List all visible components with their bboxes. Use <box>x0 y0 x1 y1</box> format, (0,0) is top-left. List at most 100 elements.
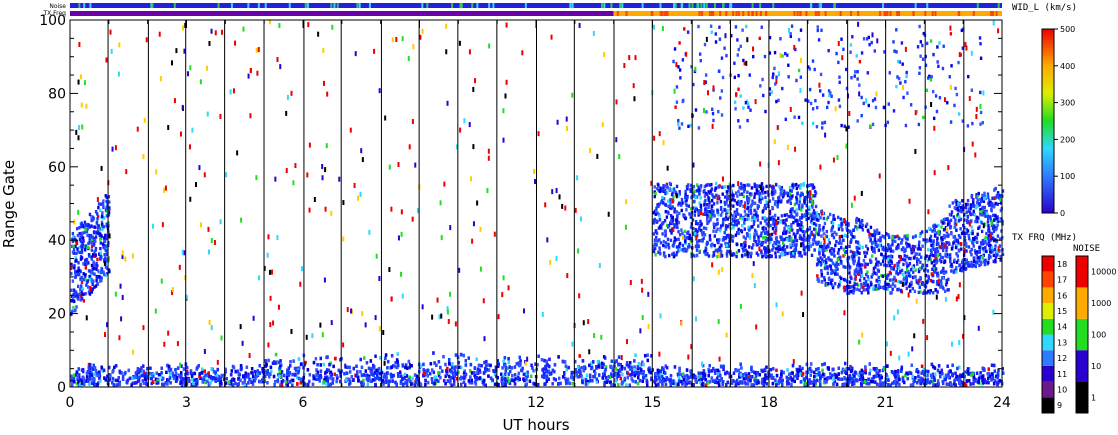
echo-cell <box>808 67 812 71</box>
echo-cell <box>934 261 938 265</box>
echo-cell <box>958 209 961 213</box>
echo-cell <box>677 118 680 123</box>
echo-cell <box>802 243 805 248</box>
echo-cell <box>979 90 982 95</box>
echo-cell <box>742 106 745 110</box>
echo-cell <box>749 254 753 259</box>
echo-cell <box>856 250 860 255</box>
echo-cell <box>725 53 728 58</box>
echo-cell <box>697 24 700 29</box>
echo-cell <box>765 200 768 204</box>
echo-cell <box>87 233 91 238</box>
echo-cell <box>977 216 980 220</box>
echo-cell <box>902 262 905 267</box>
echo-cell <box>944 252 947 257</box>
echo-cell <box>684 216 687 221</box>
echo-cell <box>892 109 896 113</box>
echo-cell <box>739 216 742 220</box>
txfreq-bar-mark <box>857 11 860 16</box>
echo-cell <box>89 233 93 238</box>
echo-cell <box>749 208 753 212</box>
noise-bar-mark <box>488 3 491 8</box>
echo-cell <box>693 254 696 258</box>
echo-cell <box>765 222 768 226</box>
echo-cell <box>681 99 684 104</box>
echo-cell <box>731 214 734 218</box>
txfreq-bar-mark <box>995 11 998 16</box>
echo-cell <box>879 243 883 248</box>
echo-cell <box>866 247 870 251</box>
echo-cell <box>716 254 719 259</box>
echo-cell <box>918 71 921 76</box>
echo-cell <box>766 190 770 194</box>
echo-cell <box>723 217 727 221</box>
echo-cell <box>948 253 952 257</box>
echo-cell <box>834 268 837 273</box>
echo-cell <box>984 239 987 244</box>
echo-cell <box>830 226 834 230</box>
echo-cell <box>964 202 968 207</box>
echo-cell <box>798 253 801 258</box>
echo-cell <box>860 113 863 118</box>
echo-cell <box>787 191 790 196</box>
echo-cell <box>761 216 764 220</box>
echo-cell <box>820 244 823 249</box>
echo-cell <box>976 240 979 245</box>
echo-cell <box>750 218 754 222</box>
echo-cell <box>653 190 656 194</box>
echo-cell <box>900 268 904 273</box>
echo-cell <box>812 216 816 221</box>
echo-cell <box>879 262 883 266</box>
echo-cell <box>734 212 737 216</box>
noise-bar-mark <box>356 3 359 8</box>
echo-cell <box>811 107 815 111</box>
echo-cell <box>987 236 990 241</box>
echo-cell <box>803 230 806 234</box>
echo-cell <box>737 227 740 232</box>
echo-cell <box>81 245 84 249</box>
echo-cell <box>999 254 1002 259</box>
echo-cell <box>855 270 858 274</box>
echo-cell <box>825 245 829 249</box>
echo-cell <box>673 236 677 240</box>
echo-cell <box>831 285 835 290</box>
echo-cell <box>743 187 746 192</box>
echo-cell <box>752 243 755 247</box>
txfreq-bar-mark <box>793 11 796 16</box>
echo-cell <box>833 254 836 258</box>
echo-cell <box>987 240 991 244</box>
echo-cell <box>904 236 908 241</box>
echo-cell <box>883 263 886 267</box>
echo-cell <box>712 202 716 206</box>
echo-cell <box>776 205 779 209</box>
noise-bar-mark <box>688 3 691 8</box>
echo-cell <box>748 233 751 237</box>
echo-cell <box>963 235 967 239</box>
echo-cell <box>855 264 859 268</box>
echo-cell <box>811 186 815 190</box>
echo-cell <box>747 217 751 221</box>
echo-cell <box>970 225 973 229</box>
echo-cell <box>828 258 831 262</box>
echo-cell <box>707 190 710 194</box>
echo-cell <box>760 251 763 255</box>
noise-bar-mark <box>257 3 260 8</box>
echo-cell <box>717 109 720 114</box>
txfreq-bar-mark <box>712 11 715 16</box>
echo-cell <box>686 30 690 34</box>
echo-cell <box>752 213 756 217</box>
echo-cell <box>678 126 681 130</box>
echo-cell <box>760 189 764 193</box>
echo-cell <box>816 105 819 110</box>
echo-cell <box>714 181 718 186</box>
echo-cell <box>921 57 925 61</box>
echo-cell <box>79 291 82 295</box>
echo-cell <box>966 229 970 233</box>
echo-cell <box>829 281 833 285</box>
txfreq-bar-mark <box>957 11 960 16</box>
echo-cell <box>850 231 853 235</box>
echo-cell <box>768 184 772 188</box>
echo-cell <box>932 239 935 243</box>
echo-cell <box>767 223 770 227</box>
echo-cell <box>869 225 873 230</box>
